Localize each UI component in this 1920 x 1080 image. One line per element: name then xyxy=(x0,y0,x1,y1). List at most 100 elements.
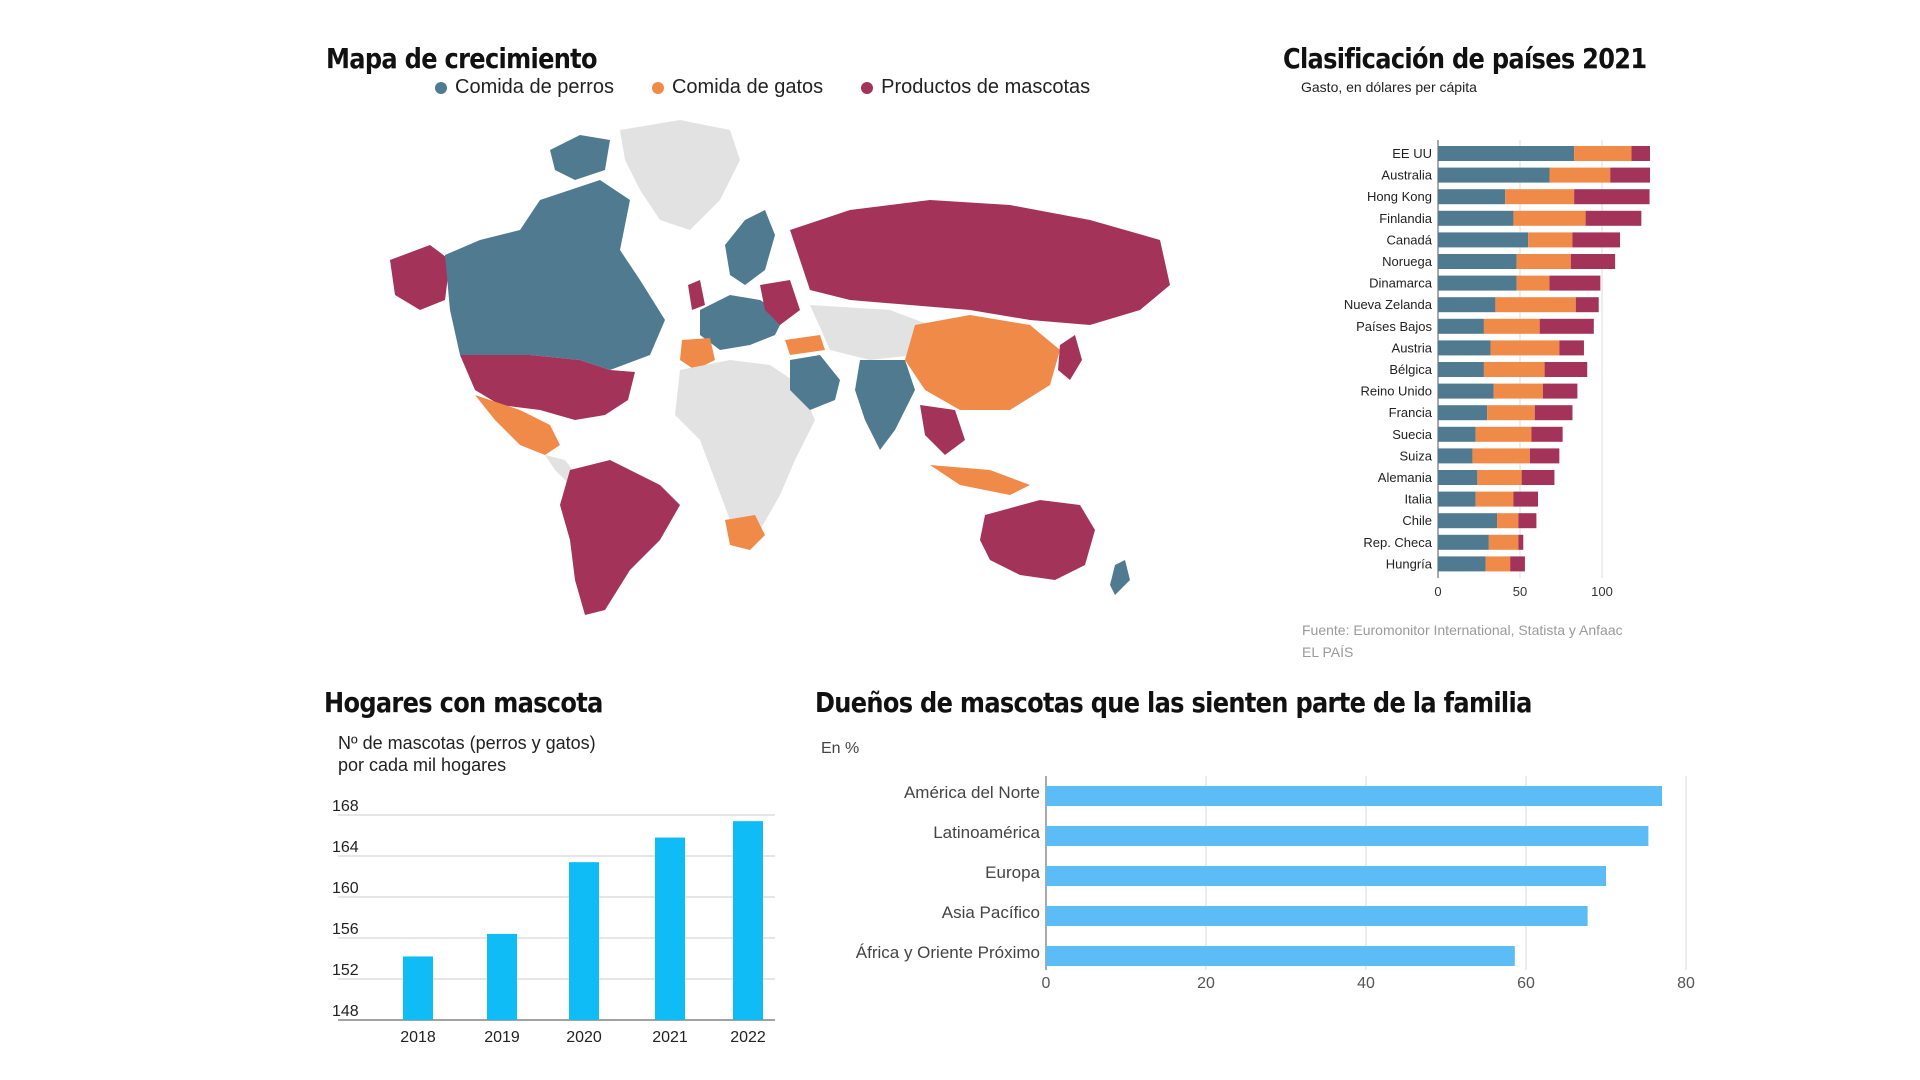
map-title: Mapa de crecimiento xyxy=(326,42,598,75)
map-scandinavia xyxy=(725,210,775,285)
map-china xyxy=(905,315,1060,410)
ranking-bar-segment xyxy=(1574,189,1650,205)
family-tick-label: 20 xyxy=(1197,975,1215,992)
map-usa xyxy=(460,355,635,420)
ranking-bar-segment xyxy=(1438,491,1476,507)
ranking-bar-segment xyxy=(1487,405,1535,421)
ranking-country-label: Hong Kong xyxy=(1367,189,1432,204)
legend-dog-food: Comida de perros xyxy=(435,76,614,99)
legend-pet-products-label: Productos de mascotas xyxy=(881,76,1091,98)
ranking-bar-segment xyxy=(1539,318,1594,334)
ranking-country-label: EE UU xyxy=(1392,146,1432,161)
family-region-label: Latinoamérica xyxy=(933,823,1040,842)
map-south-africa xyxy=(725,515,765,550)
ranking-bar-segment xyxy=(1438,340,1491,356)
ranking-subtitle: Gasto, en dólares per cápita xyxy=(1301,79,1477,95)
ranking-bar-segment xyxy=(1438,210,1514,226)
ranking-bar-segment xyxy=(1438,275,1517,291)
households-tick-label: 148 xyxy=(332,1003,359,1020)
ranking-bar-segment xyxy=(1475,426,1532,442)
ranking-country-label: Australia xyxy=(1381,168,1432,183)
ranking-bar-segment xyxy=(1575,297,1599,313)
ranking-country-label: Francia xyxy=(1389,405,1433,420)
ranking-bar-segment xyxy=(1631,146,1650,161)
map-south-america xyxy=(560,460,680,615)
ranking-bar-segment xyxy=(1438,383,1494,399)
households-tick-label: 160 xyxy=(332,880,359,897)
ranking-source: Fuente: Euromonitor International, Stati… xyxy=(1302,622,1623,638)
households-bar xyxy=(655,837,685,1020)
ranking-bar-segment xyxy=(1513,491,1539,507)
map-europe-west xyxy=(700,295,785,350)
ranking-bar-segment xyxy=(1516,254,1571,269)
ranking-bar-segment xyxy=(1477,470,1522,485)
ranking-bar-segment xyxy=(1438,189,1506,205)
family-region-label: América del Norte xyxy=(904,783,1040,802)
family-region-label: África y Oriente Próximo xyxy=(856,943,1040,962)
map-canada xyxy=(445,180,665,370)
family-bar xyxy=(1046,946,1515,966)
ranking-bar-segment xyxy=(1528,232,1573,248)
ranking-bar-segment xyxy=(1531,426,1563,442)
map-alaska xyxy=(390,245,450,310)
map-uk xyxy=(688,280,705,310)
legend-dog-food-label: Comida de perros xyxy=(455,76,614,98)
ranking-bar-segment xyxy=(1495,297,1576,313)
ranking-bar-segment xyxy=(1438,254,1517,269)
ranking-bar-segment xyxy=(1438,513,1498,529)
family-title: Dueños de mascotas que las sienten parte… xyxy=(815,686,1532,719)
map-india xyxy=(855,360,915,450)
map-iberia xyxy=(680,338,715,370)
map-russia xyxy=(790,200,1170,325)
ranking-bar-segment xyxy=(1544,362,1588,377)
map-greenland xyxy=(620,120,740,230)
ranking-bar-segment xyxy=(1438,297,1496,313)
ranking-bar-segment xyxy=(1549,275,1601,291)
legend-dog-food-swatch xyxy=(435,81,447,94)
ranking-bar-segment xyxy=(1534,405,1573,421)
family-bar xyxy=(1046,866,1606,886)
legend-cat-food-swatch xyxy=(651,81,664,94)
ranking-bar-segment xyxy=(1516,275,1550,291)
households-tick-label: 152 xyxy=(332,962,359,979)
ranking-bar-segment xyxy=(1542,383,1578,399)
ranking-country-label: Reino Unido xyxy=(1360,384,1432,399)
ranking-bar-segment xyxy=(1521,470,1555,485)
ranking-country-label: Austria xyxy=(1392,340,1433,355)
ranking-bar-segment xyxy=(1438,534,1489,550)
map-central-asia xyxy=(810,305,930,360)
households-tick-label: 156 xyxy=(332,921,359,938)
ranking-bar-segment xyxy=(1490,340,1560,356)
ranking-bar-segment xyxy=(1475,491,1514,507)
map-africa xyxy=(675,360,815,540)
family-unit: En % xyxy=(821,740,860,757)
map-australia xyxy=(980,500,1095,580)
ranking-country-label: Chile xyxy=(1402,513,1432,528)
ranking-bar-segment xyxy=(1574,146,1632,161)
family-region-label: Europa xyxy=(985,863,1040,882)
ranking-country-label: Hungría xyxy=(1386,556,1433,571)
ranking-country-label: Suecia xyxy=(1392,427,1433,442)
ranking-bar-segment xyxy=(1505,189,1575,205)
map-europe-east xyxy=(760,280,800,325)
ranking-bar-segment xyxy=(1518,534,1524,550)
legend-pet-products: Productos de mascotas xyxy=(861,76,1090,99)
ranking-tick-label: 0 xyxy=(1434,584,1441,599)
family-tick-label: 0 xyxy=(1042,975,1051,992)
map-turkey xyxy=(785,335,825,355)
ranking-bar-segment xyxy=(1438,232,1529,248)
households-subtitle-1: Nº de mascotas (perros y gatos) xyxy=(338,733,596,753)
ranking-bar-segment xyxy=(1438,448,1473,464)
ranking-country-label: Dinamarca xyxy=(1369,276,1433,291)
ranking-country-label: Nueva Zelanda xyxy=(1344,297,1433,312)
legend-cat-food-label: Comida de gatos xyxy=(671,76,824,98)
map-legend: Comida de perros Comida de gatos Product… xyxy=(435,76,1090,99)
ranking-bar-segment xyxy=(1438,470,1478,485)
legend-cat-food: Comida de gatos xyxy=(651,76,824,99)
households-chart: 148 152 156 160 164 168 2018 2019 2020 2021 2022 xyxy=(332,798,775,1045)
ranking-bar-segment xyxy=(1497,513,1519,529)
ranking-bar-segment xyxy=(1488,534,1519,550)
ranking-bar-segment xyxy=(1438,426,1476,442)
households-tick-label: 168 xyxy=(332,798,359,815)
households-tick-label: 164 xyxy=(332,839,359,856)
